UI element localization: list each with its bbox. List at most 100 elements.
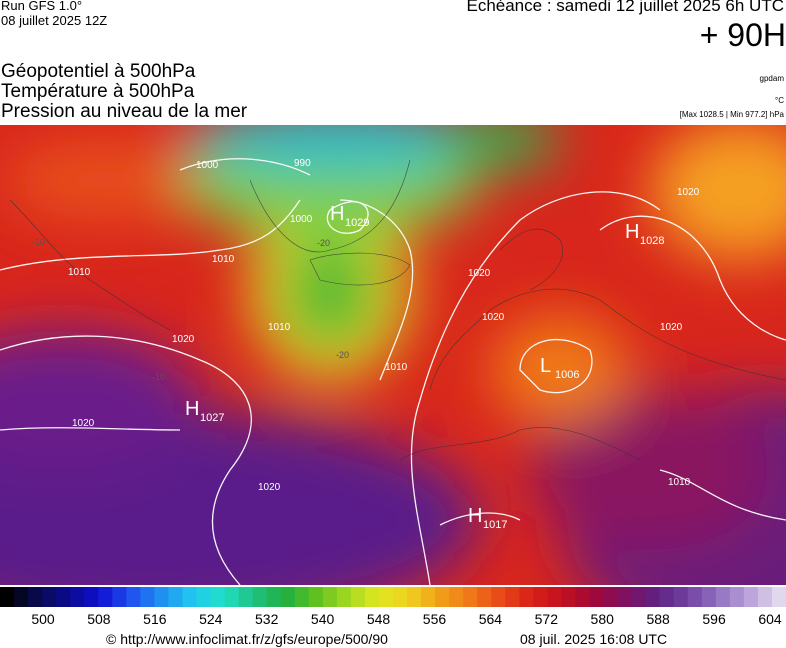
temperature-label: -10 xyxy=(32,237,45,247)
colorbar-swatch xyxy=(519,587,534,607)
colorbar-swatch xyxy=(336,587,352,607)
colorbar-swatch xyxy=(435,587,450,607)
temperature-label: -10 xyxy=(152,372,165,382)
colorbar-swatch xyxy=(533,587,548,607)
colorbar-swatch xyxy=(421,587,436,607)
colorbar-swatch xyxy=(729,587,745,607)
colorbar-swatch xyxy=(589,587,605,607)
isobar-label: 1010 xyxy=(668,477,691,488)
forecast-time: Echéance : samedi 12 juillet 2025 6h UTC xyxy=(466,0,784,15)
colorbar-swatch xyxy=(547,587,562,607)
colorbar-swatch xyxy=(364,587,380,607)
colorbar-swatch xyxy=(771,587,786,607)
colorbar-tick-label: 508 xyxy=(87,611,111,627)
colorbar-swatch xyxy=(575,587,590,607)
title-temperature: Température à 500hPa xyxy=(1,81,195,102)
colorbar-swatch xyxy=(449,587,464,607)
pressure-center-value: 1027 xyxy=(200,412,224,424)
pressure-center-value: 1017 xyxy=(483,519,507,531)
colorbar-swatch xyxy=(196,587,212,607)
colorbar-swatch xyxy=(168,587,183,607)
timestamp: 08 juil. 2025 16:08 UTC xyxy=(520,631,668,647)
colorbar-swatch xyxy=(266,587,282,607)
colorbar-tick-label: 516 xyxy=(143,611,167,627)
map-field xyxy=(0,125,786,585)
colorbar-tick-label: 604 xyxy=(758,611,782,627)
run-label: Run GFS 1.0° xyxy=(1,0,83,13)
colorbar-swatch xyxy=(112,587,127,607)
colorbar-swatch xyxy=(463,587,478,607)
pressure-center-kind: H xyxy=(330,203,344,225)
colorbar-swatch xyxy=(84,587,99,607)
isobar-label: 1010 xyxy=(212,254,235,265)
colorbar-swatch xyxy=(238,587,254,607)
unit-temperature: °C xyxy=(775,96,784,105)
isobar-label: 1020 xyxy=(468,268,491,279)
colorbar-swatch xyxy=(28,587,43,607)
colorbar-tick-label: 580 xyxy=(591,611,615,627)
isobar-label: 1020 xyxy=(258,482,281,493)
pressure-center-kind: H xyxy=(468,505,482,527)
colorbar-tick-label: 548 xyxy=(367,611,391,627)
title-geopotential: Géopotentiel à 500hPa xyxy=(1,61,196,82)
isobar-label: 1010 xyxy=(268,322,291,333)
colorbar-swatch xyxy=(561,587,576,607)
colorbar-swatch xyxy=(252,587,268,607)
colorbar-swatch xyxy=(210,587,226,607)
colorbar-swatch xyxy=(280,587,296,607)
colorbar-swatch xyxy=(701,587,717,607)
colorbar-swatch xyxy=(393,587,408,607)
colorbar-swatch xyxy=(14,587,29,607)
colorbar-swatch xyxy=(42,587,57,607)
isobar-label: 1000 xyxy=(196,160,219,171)
colorbar-swatch xyxy=(477,587,492,607)
isobar-label: 1010 xyxy=(68,267,91,278)
isobar-label: 1020 xyxy=(677,187,700,198)
colorbar-swatch xyxy=(98,587,113,607)
colorbar-tick-label: 588 xyxy=(646,611,670,627)
colorbar-tick-label: 524 xyxy=(199,611,223,627)
colorbar-swatch xyxy=(378,587,394,607)
colorbar-swatch xyxy=(350,587,366,607)
colorbar-tick-label: 596 xyxy=(702,611,726,627)
title-pressure: Pression au niveau de la mer xyxy=(1,101,248,122)
colorbar-swatch xyxy=(673,587,689,607)
temperature-label: -20 xyxy=(336,350,349,360)
colorbar-swatch xyxy=(294,587,310,607)
colorbar-tick-label: 500 xyxy=(31,611,55,627)
colorbar-swatch xyxy=(407,587,422,607)
colorbar: 500 508 516 524 532 540 548 556 564 572 580 588 596 6… xyxy=(0,587,786,627)
colorbar-swatch xyxy=(140,587,155,607)
colorbar-swatch xyxy=(56,587,71,607)
colorbar-tick-label: 556 xyxy=(423,611,447,627)
colorbar-swatch xyxy=(126,587,141,607)
colorbar-tick-label: 564 xyxy=(479,611,503,627)
colorbar-swatch xyxy=(743,587,759,607)
colorbar-swatch xyxy=(617,587,633,607)
isobar-label: 1010 xyxy=(385,362,408,373)
colorbar-tick-label: 540 xyxy=(311,611,335,627)
colorbar-swatch xyxy=(715,587,731,607)
isobar-label: 1020 xyxy=(660,322,683,333)
run-date: 08 juillet 2025 12Z xyxy=(1,13,108,28)
isobar-label: 1020 xyxy=(72,418,95,429)
source-url: © http://www.infoclimat.fr/z/gfs/europe/… xyxy=(106,631,388,647)
pressure-center-kind: L xyxy=(540,355,551,377)
colorbar-swatch xyxy=(687,587,703,607)
isobar-label: 990 xyxy=(294,158,311,169)
colorbar-swatch xyxy=(603,587,619,607)
pressure-center-kind: H xyxy=(185,398,199,420)
pressure-center-value: 1028 xyxy=(640,235,664,247)
colorbar-swatch xyxy=(645,587,661,607)
lead-time: + 90H xyxy=(699,17,786,53)
colorbar-swatch xyxy=(491,587,506,607)
colorbar-swatch xyxy=(70,587,85,607)
colorbar-swatch xyxy=(182,587,197,607)
colorbar-swatch xyxy=(154,587,169,607)
colorbar-swatch xyxy=(631,587,647,607)
pressure-center-value: 1006 xyxy=(555,369,579,381)
colorbar-swatch xyxy=(757,587,773,607)
pressure-center-value: 1029 xyxy=(345,217,369,229)
